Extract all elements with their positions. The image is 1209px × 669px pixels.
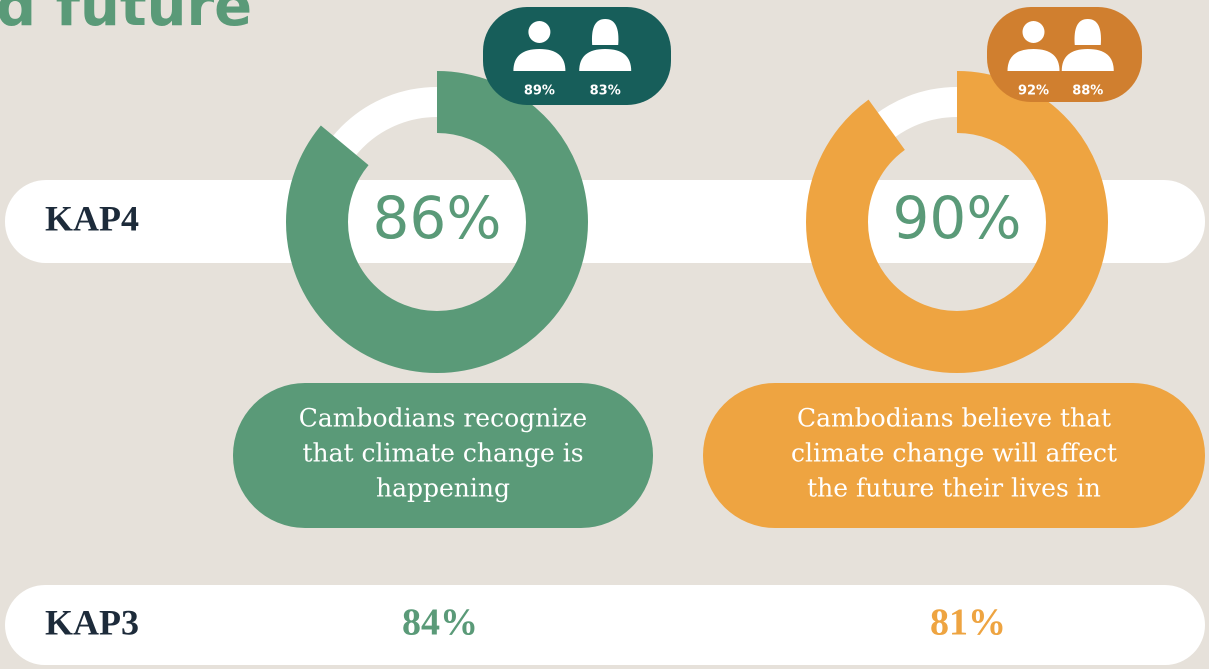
kap3-value: 81% xyxy=(930,602,1006,644)
female-value: 83% xyxy=(590,84,621,99)
person-body xyxy=(513,49,566,71)
kap4-band xyxy=(5,180,1205,263)
donut-label: 86% xyxy=(373,184,502,252)
person-hair xyxy=(591,19,619,45)
gender-badge xyxy=(483,7,671,105)
male-value: 92% xyxy=(1018,84,1049,99)
female-value: 88% xyxy=(1072,84,1103,99)
row-label: KAP4 xyxy=(45,198,139,238)
caption-pill xyxy=(703,383,1205,528)
caption-line: Cambodians believe that xyxy=(797,404,1111,433)
caption-line: Cambodians recognize xyxy=(299,404,587,433)
person-body xyxy=(579,49,632,71)
caption-line: the future their lives in xyxy=(807,474,1101,503)
caption-line: climate change will affect xyxy=(791,439,1117,468)
person-body xyxy=(1061,49,1114,71)
donut-arc xyxy=(286,71,588,373)
title: d future xyxy=(0,0,252,39)
person-head xyxy=(1022,21,1045,43)
kap3-band xyxy=(5,585,1205,665)
caption-line: happening xyxy=(376,474,510,503)
person-head xyxy=(528,21,551,43)
caption-pill xyxy=(233,383,653,528)
row-label: KAP3 xyxy=(45,602,139,642)
donut-label: 90% xyxy=(893,184,1022,252)
gender-badge xyxy=(987,7,1142,102)
caption-line: that climate change is xyxy=(302,439,583,468)
person-hair xyxy=(1074,19,1101,45)
male-value: 89% xyxy=(524,84,555,99)
kap3-value: 84% xyxy=(402,602,478,644)
person-body xyxy=(1007,49,1060,71)
donut-arc xyxy=(806,71,1108,373)
